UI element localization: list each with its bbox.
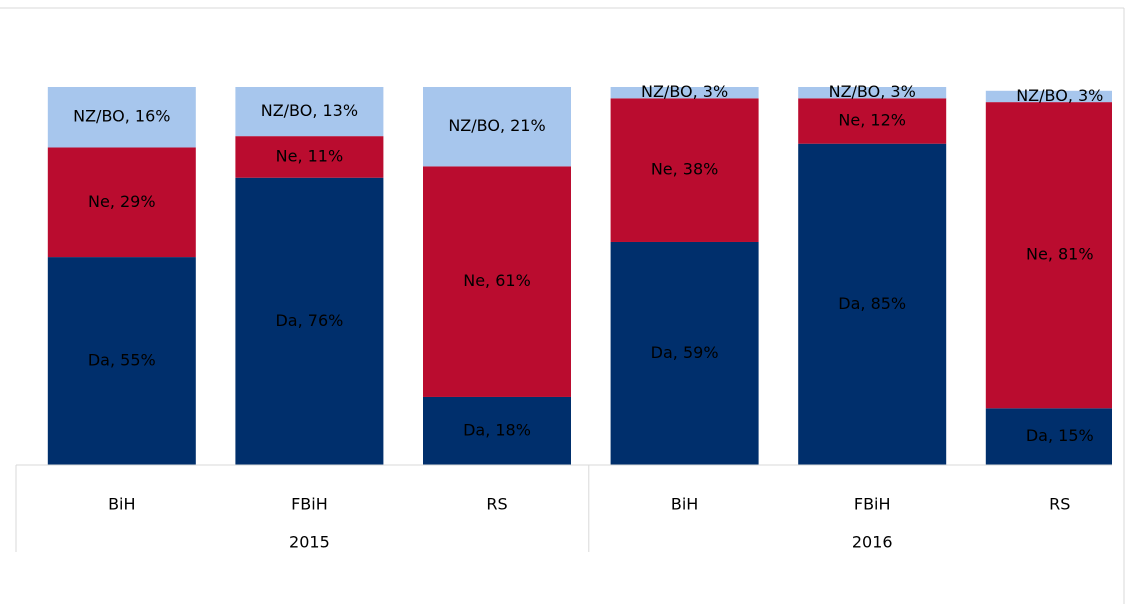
data-label: Da, 59% <box>651 343 719 362</box>
data-label: NZ/BO, 13% <box>261 101 358 120</box>
data-label: NZ/BO, 16% <box>73 107 170 126</box>
x-tick-label: FBiH <box>291 495 328 514</box>
bar-segment <box>423 166 571 397</box>
bar-segment <box>235 87 384 137</box>
data-label: Ne, 12% <box>838 111 906 130</box>
bar-segment <box>47 147 196 258</box>
bar-segment <box>423 87 571 167</box>
bar-segment <box>235 177 384 465</box>
x-tick-label: FBiH <box>854 495 891 514</box>
bar-segment <box>235 136 384 178</box>
bar-segment <box>610 87 759 99</box>
data-label: NZ/BO, 3% <box>1016 86 1103 105</box>
bar-segment <box>985 90 1112 103</box>
bar-segment <box>798 98 947 144</box>
data-label: Da, 85% <box>838 294 906 313</box>
data-label: Ne, 81% <box>1026 245 1094 264</box>
group-label: 2016 <box>852 533 893 552</box>
bar-segment <box>798 87 947 99</box>
x-tick-label: BiH <box>671 495 698 514</box>
x-tick-label: RS <box>1049 495 1070 514</box>
data-label: NZ/BO, 3% <box>641 82 728 101</box>
data-label: NZ/BO, 3% <box>829 82 916 101</box>
plot-area: Da, 55% Ne, 29% NZ/BO, 16% Da, 76% Ne, 11% NZ… <box>47 82 1112 465</box>
data-label: Ne, 38% <box>651 160 719 179</box>
data-label: Da, 15% <box>1026 426 1094 445</box>
data-label: NZ/BO, 21% <box>448 116 545 135</box>
data-label: Ne, 29% <box>88 192 156 211</box>
x-tick-label: RS <box>486 495 507 514</box>
bar-segment <box>798 143 947 465</box>
data-label: Da, 55% <box>88 351 156 370</box>
group-label: 2015 <box>289 533 330 552</box>
bar-segment <box>47 87 196 148</box>
data-label: Da, 76% <box>275 311 343 330</box>
bar-segment <box>610 241 759 465</box>
data-label: Ne, 11% <box>276 146 344 165</box>
bar-segment <box>47 257 196 465</box>
data-label: Da, 18% <box>463 420 531 439</box>
bar-segment <box>985 102 1112 409</box>
bar-segment <box>985 408 1112 465</box>
x-tick-label: BiH <box>108 495 135 514</box>
data-label: Ne, 61% <box>463 271 531 290</box>
bar-segment <box>423 396 571 465</box>
bar-segment <box>610 98 759 242</box>
